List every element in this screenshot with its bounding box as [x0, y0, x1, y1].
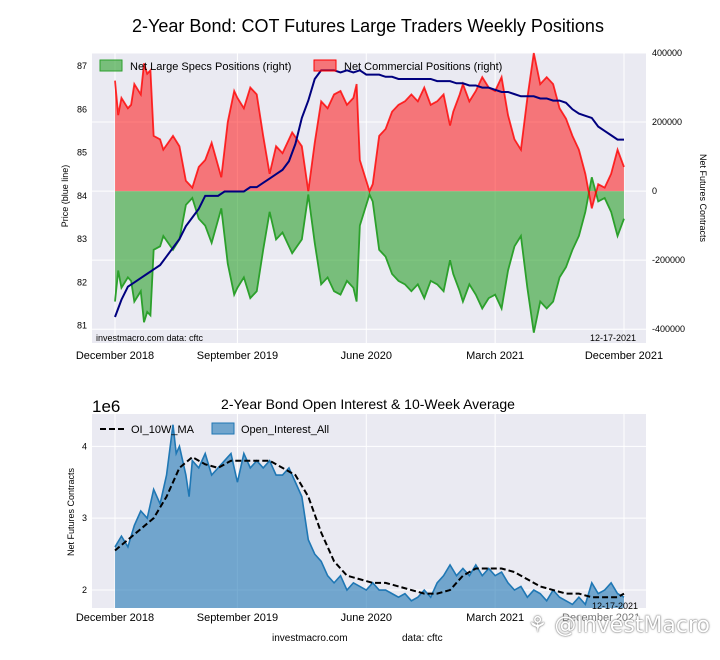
right-tick-1: 200000	[652, 117, 682, 127]
right-axis-ticks: 400000 200000 0 -200000 -400000	[652, 48, 685, 334]
oi-fill	[115, 424, 624, 608]
bottom-legend: OI_10W_MA Open_Interest_All	[100, 422, 329, 436]
bottom-y-axis-label: Net Futures Contracts	[66, 467, 76, 556]
bottom-y-axis-ticks: 2 3 4	[82, 441, 87, 595]
commercial-line	[114, 52, 625, 209]
bot-y-tick-3: 3	[82, 513, 87, 523]
bottom-footer-mid: data: cftc	[402, 633, 443, 644]
open-interest-area	[114, 424, 625, 608]
ma-path	[114, 455, 625, 599]
bot-y-tick-2: 2	[82, 585, 87, 595]
price-path	[114, 69, 624, 318]
left-tick-81: 81	[77, 321, 87, 331]
top-x-tick-2: June 2020	[341, 350, 392, 362]
legend-label-commercial: Net Commercial Positions (right)	[344, 61, 502, 73]
top-footer-right: 12-17-2021	[590, 333, 636, 343]
legend-swatch-commercial	[313, 59, 337, 72]
bot-x-tick-0: December 2018	[76, 612, 154, 624]
bot-x-tick-1: September 2019	[197, 612, 278, 624]
price-line	[114, 69, 624, 318]
top-x-axis-ticks: December 2018 September 2019 June 2020 Marc…	[76, 350, 663, 362]
left-tick-83: 83	[77, 234, 87, 244]
bottom-x-overlay: December 2021	[562, 612, 640, 624]
net-commercial-area	[114, 52, 625, 209]
top-x-tick-4: December 2021	[585, 350, 663, 362]
left-tick-87: 87	[77, 61, 87, 71]
top-x-tick-1: September 2019	[197, 350, 278, 362]
specs-line	[114, 177, 625, 333]
left-axis-label: Price (blue line)	[60, 165, 70, 228]
bottom-offset-text: 1e6	[92, 397, 120, 416]
bottom-x-axis-ticks: December 2018 September 2019 June 2020 Marc…	[76, 612, 524, 624]
left-tick-82: 82	[77, 277, 87, 287]
investmacro-watermark: ⚘ @InvestMacro	[527, 613, 710, 638]
figure-title: 2-Year Bond: COT Futures Large Traders W…	[132, 16, 604, 36]
bot-x-tick-3: March 2021	[466, 612, 524, 624]
bottom-footer-right: 12-17-2021	[592, 601, 638, 611]
top-x-tick-3: March 2021	[466, 350, 524, 362]
legend-swatch-oi	[211, 422, 235, 435]
right-tick-4: -400000	[652, 324, 685, 334]
right-tick-0: 400000	[652, 48, 682, 58]
legend-swatch-specs	[99, 59, 123, 72]
left-tick-86: 86	[77, 104, 87, 114]
legend-label-oi: Open_Interest_All	[241, 424, 329, 436]
legend-label-specs: Net Large Specs Positions (right)	[130, 61, 291, 73]
bottom-title: 2-Year Bond Open Interest & 10-Week Aver…	[221, 396, 515, 412]
top-x-tick-0: December 2018	[76, 350, 154, 362]
bottom-footer-left: investmacro.com	[272, 633, 348, 644]
top-legend: Net Large Specs Positions (right) Net Co…	[99, 59, 502, 73]
top-footer-left: investmacro.com data: cftc	[96, 333, 204, 343]
bottom-chart: 2-Year Bond Open Interest & 10-Week Aver…	[66, 396, 646, 644]
left-tick-85: 85	[77, 148, 87, 158]
oi-moving-average-line	[114, 455, 625, 599]
bot-y-tick-4: 4	[82, 441, 87, 451]
specs-fill	[115, 177, 624, 333]
right-axis-label: Net Futures Contracts	[698, 154, 708, 243]
right-tick-3: -200000	[652, 255, 685, 265]
top-chart: 81 82 83 84 85 86 87 400000 200000 0 -200000 -4000…	[60, 48, 708, 362]
legend-label-ma: OI_10W_MA	[131, 424, 195, 436]
right-tick-2: 0	[652, 186, 657, 196]
bot-x-tick-2: June 2020	[341, 612, 392, 624]
commercial-fill	[115, 53, 624, 209]
oi-line	[114, 424, 625, 607]
left-tick-84: 84	[77, 191, 87, 201]
left-axis-ticks: 81 82 83 84 85 86 87	[77, 61, 87, 331]
net-large-specs-area	[114, 177, 625, 333]
